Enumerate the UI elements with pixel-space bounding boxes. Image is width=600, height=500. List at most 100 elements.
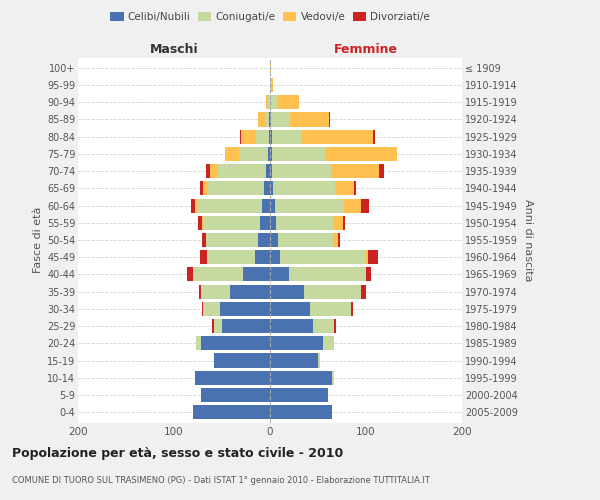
Bar: [270, 216, 276, 230]
Bar: [259, 233, 270, 247]
Bar: [239, 147, 268, 161]
Bar: [323, 336, 334, 350]
Bar: [271, 112, 290, 126]
Bar: [211, 164, 218, 178]
Bar: [206, 233, 259, 247]
Bar: [278, 233, 334, 247]
Bar: [270, 198, 275, 212]
Bar: [200, 250, 206, 264]
Bar: [318, 354, 320, 368]
Bar: [195, 198, 197, 212]
Bar: [270, 233, 278, 247]
Bar: [199, 284, 201, 298]
Bar: [270, 95, 278, 110]
Bar: [206, 182, 264, 196]
Bar: [270, 302, 310, 316]
Bar: [379, 164, 384, 178]
Bar: [218, 164, 266, 178]
Bar: [240, 130, 241, 144]
Bar: [270, 405, 332, 419]
Bar: [201, 284, 230, 298]
Bar: [301, 130, 373, 144]
Bar: [256, 130, 269, 144]
Bar: [338, 233, 340, 247]
Bar: [270, 354, 318, 368]
Bar: [272, 130, 301, 144]
Bar: [332, 370, 334, 385]
Bar: [193, 268, 243, 281]
Bar: [271, 78, 273, 92]
Bar: [241, 130, 256, 144]
Bar: [268, 147, 270, 161]
Bar: [266, 95, 268, 110]
Bar: [202, 302, 203, 316]
Bar: [270, 61, 271, 75]
Bar: [310, 302, 350, 316]
Bar: [254, 250, 270, 264]
Bar: [334, 319, 336, 333]
Bar: [202, 216, 203, 230]
Bar: [272, 164, 331, 178]
Bar: [243, 268, 270, 281]
Bar: [350, 302, 353, 316]
Bar: [366, 250, 368, 264]
Bar: [361, 284, 366, 298]
Bar: [290, 112, 329, 126]
Bar: [270, 164, 272, 178]
Bar: [270, 250, 280, 264]
Bar: [270, 78, 271, 92]
Bar: [270, 336, 323, 350]
Bar: [335, 182, 355, 196]
Bar: [313, 319, 334, 333]
Bar: [270, 130, 272, 144]
Bar: [268, 95, 270, 110]
Bar: [269, 112, 270, 126]
Bar: [334, 233, 338, 247]
Bar: [343, 216, 345, 230]
Bar: [200, 182, 203, 196]
Bar: [273, 182, 335, 196]
Bar: [222, 319, 270, 333]
Bar: [325, 147, 397, 161]
Bar: [355, 182, 356, 196]
Y-axis label: Fasce di età: Fasce di età: [32, 207, 43, 273]
Bar: [266, 164, 270, 178]
Bar: [198, 216, 202, 230]
Bar: [331, 164, 379, 178]
Bar: [272, 147, 325, 161]
Bar: [201, 336, 270, 350]
Bar: [265, 112, 269, 126]
Bar: [275, 198, 344, 212]
Bar: [270, 112, 271, 126]
Bar: [270, 284, 304, 298]
Bar: [196, 336, 201, 350]
Bar: [187, 268, 193, 281]
Bar: [334, 216, 343, 230]
Text: Femmine: Femmine: [334, 43, 398, 56]
Bar: [270, 388, 328, 402]
Bar: [329, 112, 331, 126]
Bar: [270, 370, 332, 385]
Bar: [201, 388, 270, 402]
Bar: [203, 302, 220, 316]
Text: Maschi: Maschi: [149, 43, 199, 56]
Bar: [262, 198, 270, 212]
Bar: [304, 284, 361, 298]
Bar: [373, 130, 374, 144]
Bar: [257, 112, 265, 126]
Bar: [214, 319, 222, 333]
Bar: [289, 268, 366, 281]
Bar: [202, 233, 206, 247]
Bar: [191, 198, 195, 212]
Bar: [193, 405, 270, 419]
Bar: [270, 268, 289, 281]
Bar: [225, 147, 239, 161]
Bar: [203, 182, 206, 196]
Bar: [214, 354, 270, 368]
Bar: [260, 216, 270, 230]
Bar: [230, 284, 270, 298]
Bar: [270, 319, 313, 333]
Bar: [197, 198, 262, 212]
Bar: [366, 268, 371, 281]
Bar: [206, 164, 211, 178]
